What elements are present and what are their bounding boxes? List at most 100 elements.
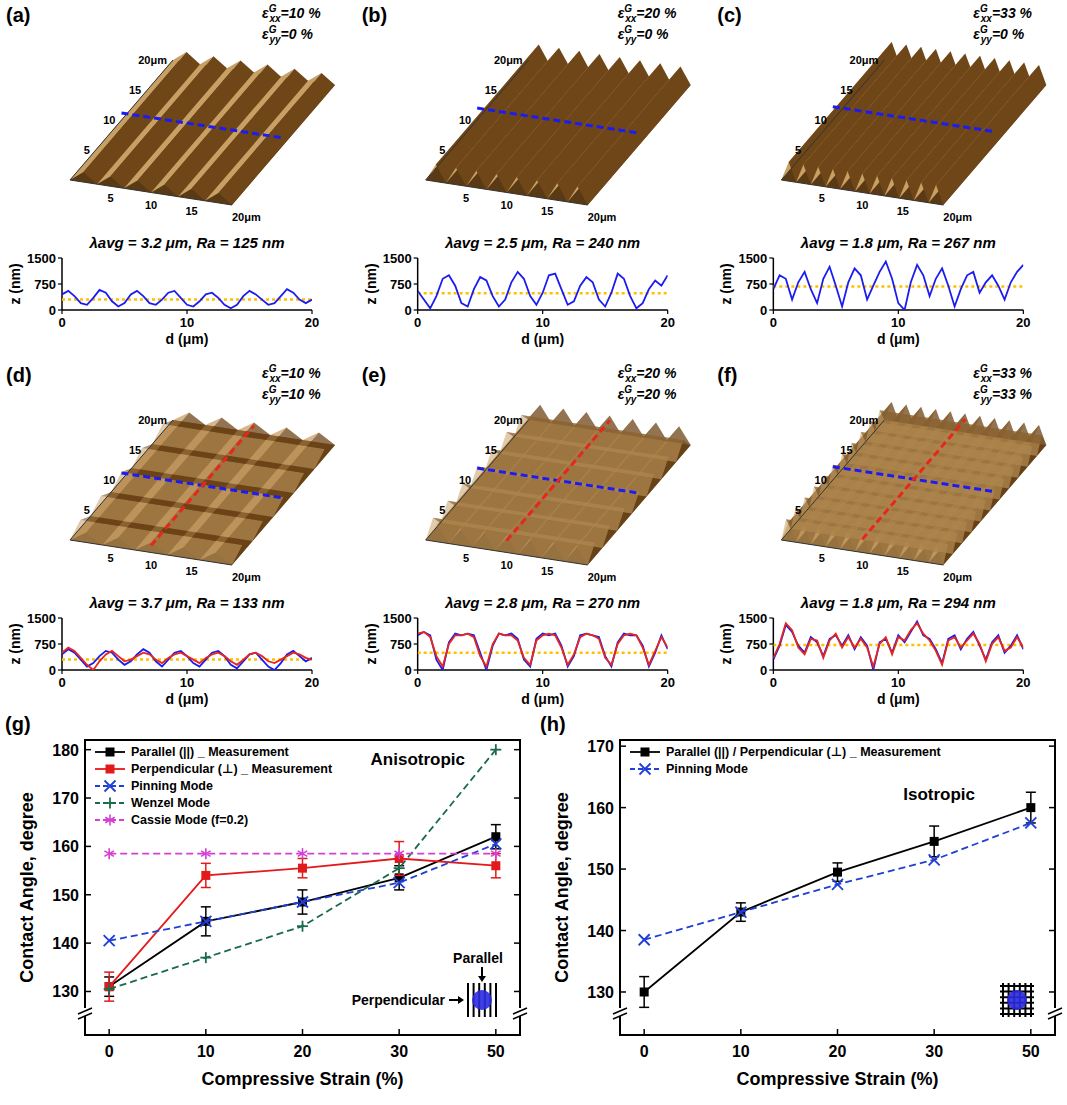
y-tick-label: 750 <box>34 637 56 652</box>
marker-star <box>105 817 115 823</box>
data-point <box>930 837 939 846</box>
y-tick-label: 170 <box>587 738 614 755</box>
surface-axis-label: 10 <box>856 559 868 571</box>
data-point <box>490 744 501 755</box>
y-tick <box>1049 745 1055 747</box>
strain-part: =20 % <box>636 5 677 21</box>
surface-axis-label: 5 <box>439 144 445 156</box>
x-tick-label: 20 <box>660 675 674 690</box>
surface-axis-label: 10 <box>815 474 827 486</box>
panel-label: (e) <box>362 364 386 386</box>
marker-x <box>735 907 746 918</box>
y-tick <box>414 283 418 284</box>
surface-axis-label: 5 <box>439 504 445 516</box>
afm-surface <box>781 42 1046 205</box>
strain-label: εGxx=10 % <box>262 363 321 384</box>
x-tick <box>398 1029 400 1035</box>
y-tick-label: 0 <box>49 303 56 318</box>
afm-surface <box>70 52 335 205</box>
data-point <box>490 838 501 849</box>
marker-star <box>201 851 211 857</box>
data-point <box>639 934 650 945</box>
figure: (a)εGxx=10 %εGyy=0 %20μm151055101520μmλa… <box>0 0 1067 1105</box>
y-tick <box>1049 991 1055 993</box>
surface-axis-label: 5 <box>107 192 113 204</box>
panel: (h)130140150160170010203050Contact Angle… <box>540 713 1062 1089</box>
y-axis-title: z (nm) <box>7 263 23 304</box>
surface-axis-label: 10 <box>459 114 471 126</box>
error-bar-cap <box>929 825 939 827</box>
surface-axis-label: 10 <box>815 114 827 126</box>
marker-x <box>394 877 405 888</box>
marker-x <box>394 877 405 888</box>
data-point <box>394 863 405 874</box>
surface-axis-label: 10 <box>145 559 157 571</box>
panel-label: (h) <box>540 713 566 735</box>
x-tick-label: 20 <box>305 315 319 330</box>
x-tick-label: 0 <box>58 675 65 690</box>
surface-axis-label: 15 <box>485 444 497 456</box>
error-bar <box>298 858 308 877</box>
x-tick-label: 20 <box>1016 315 1030 330</box>
x-tick <box>311 670 312 674</box>
strain-part: xx <box>268 373 281 384</box>
surface-axis-label: 20μm <box>850 54 879 66</box>
y-tick <box>514 942 520 944</box>
panel-label: (d) <box>6 364 32 386</box>
x-tick-label: 0 <box>414 675 421 690</box>
data-group <box>773 262 1023 311</box>
surface-axis-label: 5 <box>84 504 90 516</box>
surface-axis-label: 5 <box>107 552 113 564</box>
error-bar-line <box>108 972 110 1001</box>
y-tick <box>85 846 91 848</box>
marker-square <box>641 748 650 757</box>
schematic-line <box>1030 983 1032 1017</box>
afm-surface <box>70 413 335 566</box>
marker-plus <box>109 798 111 809</box>
y-tick <box>1049 807 1055 809</box>
surface-ridge <box>205 73 322 201</box>
y-tick <box>58 283 62 284</box>
error-bar-cap <box>201 935 211 937</box>
y-tick-label: 750 <box>390 637 412 652</box>
x-tick-label: 20 <box>829 1043 847 1060</box>
strain-part: xx <box>268 13 281 24</box>
strain-part: =20 % <box>636 386 677 402</box>
afm-surface <box>781 402 1046 565</box>
x-tick-label: 0 <box>770 315 777 330</box>
marker-x <box>640 764 651 775</box>
data-point <box>200 952 211 963</box>
x-tick-label: 10 <box>891 675 905 690</box>
surface-axis-label: 20μm <box>943 571 972 583</box>
marker-x <box>490 838 501 849</box>
data-group <box>62 289 312 308</box>
error-bar-line <box>398 842 400 876</box>
marker-star <box>394 851 404 857</box>
data-group <box>418 272 668 308</box>
y-tick-label: 750 <box>390 277 412 292</box>
plot-frame <box>620 740 1055 1035</box>
surface-base <box>70 420 335 565</box>
marker-x <box>832 879 843 890</box>
schematic-line <box>1000 1013 1034 1015</box>
profile-path-marker <box>833 107 995 132</box>
marker-x <box>105 781 116 792</box>
marker-plus <box>108 984 110 995</box>
y-tick <box>85 894 91 896</box>
y-tick-label: 1500 <box>27 251 56 266</box>
mean-line <box>773 644 1023 647</box>
data-point <box>201 848 211 859</box>
surface-axis-label: 5 <box>819 552 825 564</box>
panel: (e)εGxx=20 %εGyy=20 %20μm151055101520μmλ… <box>362 363 691 707</box>
marker-star <box>491 851 501 857</box>
error-bar-cap <box>736 921 746 923</box>
marker-square <box>930 837 939 846</box>
x-tick <box>740 1029 742 1035</box>
data-point <box>929 854 940 865</box>
strain-label: εGyy=10 % <box>262 384 321 405</box>
marker-star <box>201 851 211 857</box>
y-tick-label: 0 <box>49 663 56 678</box>
afm-surface <box>426 405 691 565</box>
error-bar-cap <box>394 875 404 877</box>
x-tick <box>108 1029 110 1035</box>
